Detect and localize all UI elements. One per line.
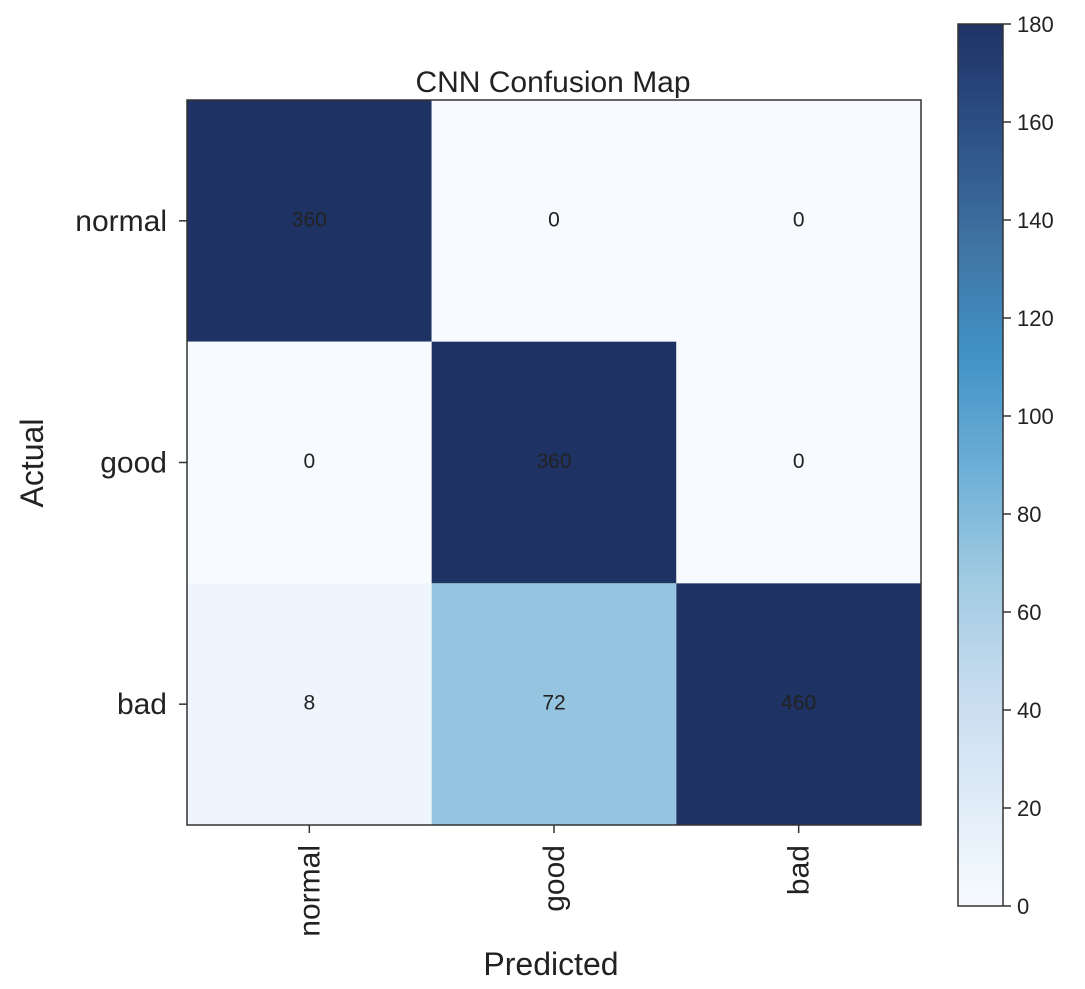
heatmap-cell	[187, 100, 432, 342]
y-tick-label: normal	[75, 205, 167, 238]
cell-value-label: 0	[548, 208, 560, 231]
y-tick-label: good	[100, 447, 167, 480]
cell-value-label: 0	[793, 208, 805, 231]
colorbar-tick-label: 60	[1017, 600, 1041, 625]
colorbar-ticks: 0 20 40 60 80 100 120 140 160 180	[1003, 12, 1054, 919]
cell-value-label: 72	[542, 692, 565, 715]
y-tick-label: bad	[117, 688, 167, 721]
cell-value-label: 460	[781, 692, 816, 715]
colorbar-tick-label: 80	[1017, 502, 1041, 527]
colorbar: 0 20 40 60 80 100 120 140 160 180	[957, 12, 1054, 919]
colorbar-tick-label: 100	[1017, 404, 1054, 429]
y-axis-ticks: normal good bad	[75, 205, 187, 721]
cell-value-label: 360	[292, 208, 327, 231]
colorbar-tick-label: 20	[1017, 796, 1041, 821]
heatmap-cell	[431, 341, 677, 584]
heatmap-cell	[187, 583, 432, 825]
cell-value-label: 8	[303, 692, 315, 715]
x-axis-title: Predicted	[483, 946, 618, 982]
colorbar-tick-label: 160	[1017, 110, 1054, 135]
heatmap-cell	[676, 100, 921, 342]
heatmap-cell	[676, 583, 921, 825]
colorbar-tick-label: 140	[1017, 208, 1054, 233]
colorbar-tick-label: 0	[1017, 894, 1029, 919]
x-axis-ticks: normal good bad	[293, 825, 816, 937]
colorbar-tick-label: 40	[1017, 698, 1041, 723]
heatmap-cells: 360 0 0 0 360 0 8 72 460	[187, 100, 921, 825]
y-axis-title: Actual	[14, 419, 50, 508]
colorbar-tick-label: 180	[1017, 12, 1054, 37]
colorbar-tick-label: 120	[1017, 306, 1054, 331]
x-tick-label: normal	[293, 845, 326, 937]
heatmap-cell	[676, 341, 921, 584]
colorbar-gradient	[957, 23, 1004, 907]
heatmap-cell	[431, 100, 677, 342]
cell-value-label: 0	[303, 450, 315, 473]
chart-title: CNN Confusion Map	[415, 66, 690, 99]
cell-value-label: 0	[793, 450, 805, 473]
heatmap-cell	[431, 583, 677, 825]
cell-value-label: 360	[536, 450, 571, 473]
x-tick-label: bad	[783, 845, 816, 895]
heatmap-cell	[187, 341, 432, 584]
x-tick-label: good	[538, 845, 571, 912]
